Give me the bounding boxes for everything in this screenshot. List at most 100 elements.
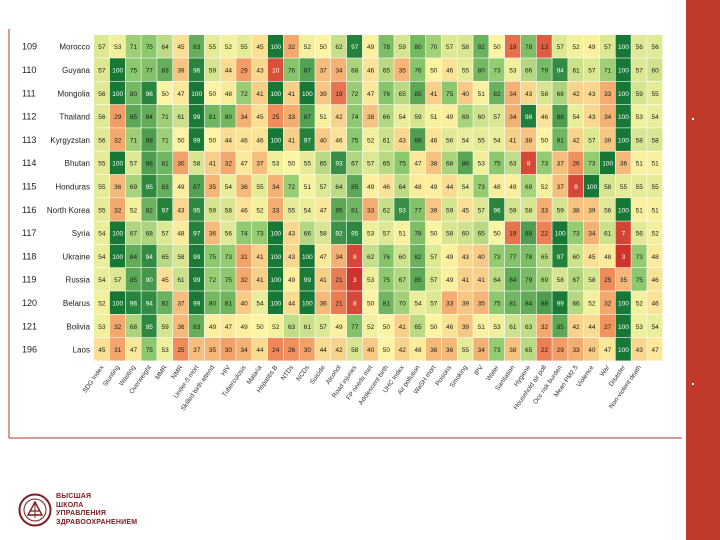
cell-value-label: 59 (509, 207, 517, 214)
heatmap-cell (457, 35, 473, 58)
cell-value-label: 81 (225, 300, 233, 307)
heatmap-cell (583, 81, 600, 105)
heatmap-cell (552, 244, 568, 268)
heatmap-cell (315, 35, 331, 58)
cell-value-label: 96 (493, 207, 501, 214)
row-rank-label: 121 (22, 321, 37, 331)
cell-value-label: 50 (493, 231, 501, 238)
cell-value-label: 51 (651, 207, 659, 214)
cell-value-label: 100 (618, 114, 629, 121)
heatmap-cell (346, 174, 363, 198)
cell-value-label: 73 (588, 161, 596, 168)
heatmap-cell (283, 58, 299, 81)
heatmap-cell (236, 337, 252, 361)
cell-value-label: 43 (288, 254, 296, 261)
heatmap-cell (173, 268, 189, 291)
cell-value-label: 37 (256, 161, 264, 168)
heatmap-cell (504, 268, 521, 291)
cell-value-label: 50 (430, 67, 438, 74)
cell-value-label: 54 (462, 137, 470, 144)
heatmap-cell (125, 104, 141, 128)
cell-value-label: 38 (525, 137, 533, 144)
cell-value-label: 51 (478, 91, 486, 98)
cell-value-label: 48 (177, 231, 185, 238)
cell-value-label: 60 (651, 67, 659, 74)
cell-value-label: 88 (414, 137, 422, 144)
cell-value-label: 50 (177, 137, 185, 144)
cell-value-label: 46 (446, 67, 454, 74)
cell-value-label: 50 (430, 231, 438, 238)
cell-value-label: 57 (130, 161, 138, 168)
cell-value-label: 71 (130, 44, 138, 51)
cell-value-label: 54 (493, 137, 501, 144)
cell-value-label: 33 (367, 207, 375, 214)
row-rank-label: 118 (22, 251, 36, 261)
cell-value-label: 72 (351, 91, 359, 98)
cell-value-label: 57 (320, 324, 328, 331)
cell-value-label: 58 (557, 277, 565, 284)
column-label: War (599, 364, 612, 378)
heatmap-cell (252, 221, 268, 245)
heatmap-cell (520, 337, 536, 361)
heatmap-cell (299, 81, 315, 105)
heatmap-cell (378, 268, 394, 291)
heatmap-cell (647, 314, 663, 338)
heatmap-cell (599, 35, 615, 58)
heatmap-cell (157, 174, 173, 198)
cell-value-label: 52 (367, 137, 375, 144)
cell-value-label: 51 (636, 207, 644, 214)
heatmap-cell (109, 337, 126, 361)
heatmap-cell (125, 314, 141, 338)
row-country-label: North Korea (47, 206, 91, 215)
cell-value-label: 41 (509, 137, 517, 144)
heatmap-cell (173, 151, 189, 175)
row-rank-label: 109 (22, 42, 37, 52)
heatmap-cell (489, 268, 505, 291)
heatmap-cell (457, 81, 473, 105)
heatmap-cell (473, 221, 489, 245)
heatmap-cell (425, 128, 442, 151)
cell-value-label: 93 (335, 161, 343, 168)
cell-value-label: 100 (270, 91, 281, 98)
cell-value-label: 41 (320, 277, 328, 284)
cell-value-label: 57 (557, 44, 565, 51)
heatmap-cell (394, 81, 410, 105)
cell-value-label: 72 (288, 184, 296, 191)
heatmap-cell (552, 128, 568, 151)
heatmap-cell (473, 174, 489, 198)
cell-value-label: 56 (225, 231, 233, 238)
heatmap-cell (125, 337, 141, 361)
cell-value-label: 58 (541, 91, 549, 98)
row-rank-label: 116 (22, 205, 36, 215)
heatmap-cell (552, 198, 568, 221)
cell-value-label: 75 (636, 277, 644, 284)
heatmap-cell (362, 58, 378, 81)
heatmap-cell (583, 174, 600, 198)
cell-value-label: 42 (335, 114, 343, 121)
cell-value-label: 49 (367, 44, 375, 51)
cell-value-label: 26 (572, 161, 580, 168)
heatmap-cell (94, 221, 110, 245)
cell-value-label: 34 (588, 231, 596, 238)
column-label: HIV (220, 364, 232, 377)
cell-value-label: 34 (272, 184, 280, 191)
cell-value-label: 58 (320, 231, 328, 238)
heatmap-cell (331, 104, 347, 128)
heatmap-cell (141, 198, 157, 221)
heatmap-cell (504, 128, 521, 151)
cell-value-label: 54 (651, 324, 659, 331)
heatmap-cell (489, 128, 505, 151)
heatmap-cell (583, 268, 600, 291)
cell-value-label: 65 (525, 347, 533, 354)
heatmap-cell (520, 268, 536, 291)
heatmap-cell (94, 151, 110, 175)
heatmap-cell (299, 198, 315, 221)
cell-value-label: 49 (288, 277, 296, 284)
heatmap-cell (394, 314, 410, 338)
heatmap-cell (346, 221, 363, 245)
cell-value-label: 57 (98, 44, 106, 51)
heatmap-cell (410, 151, 426, 175)
cell-value-label: 54 (256, 300, 264, 307)
cell-value-label: 65 (399, 91, 407, 98)
heatmap-cell (346, 35, 363, 58)
